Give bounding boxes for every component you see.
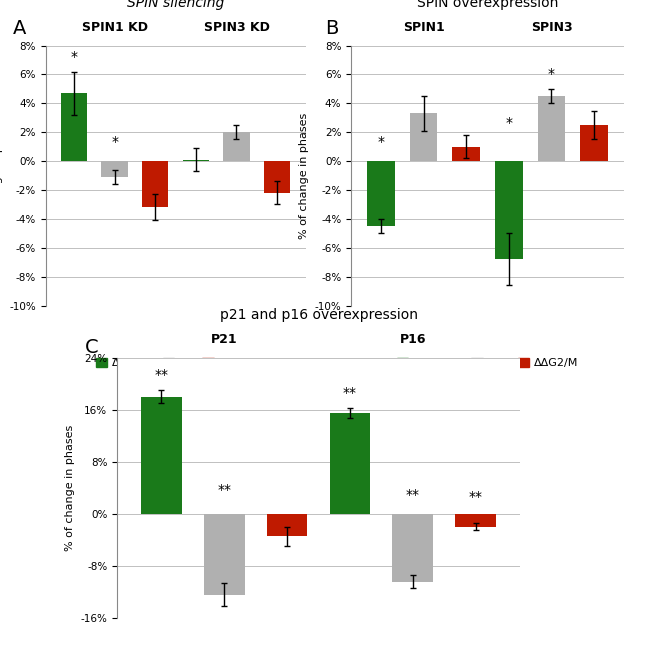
Title: p21 and p16 overexpression: p21 and p16 overexpression	[220, 307, 417, 322]
Text: **: **	[343, 385, 357, 400]
Bar	[367, 161, 395, 226]
Bar	[266, 514, 307, 536]
Bar	[580, 125, 608, 161]
Bar	[452, 147, 480, 161]
Text: SPIN3 KD: SPIN3 KD	[203, 21, 269, 34]
Bar	[410, 113, 437, 161]
Bar	[538, 96, 566, 161]
Legend: ΔG0/G1, ΔS, ΔG2/M: ΔG0/G1, ΔS, ΔG2/M	[92, 354, 259, 372]
Text: *: *	[378, 135, 384, 149]
Bar	[264, 161, 291, 193]
Bar	[495, 161, 523, 259]
Text: *: *	[505, 116, 512, 130]
Bar	[456, 514, 497, 526]
Bar	[140, 396, 181, 514]
Text: *: *	[70, 49, 77, 64]
Text: B: B	[325, 20, 339, 38]
Text: SPIN3: SPIN3	[530, 21, 572, 34]
Text: **: **	[469, 490, 483, 504]
Text: **: **	[217, 482, 231, 497]
Text: P21: P21	[211, 333, 237, 346]
Text: **: **	[406, 488, 420, 502]
Text: C: C	[84, 338, 98, 357]
Y-axis label: % of change in phases: % of change in phases	[0, 112, 3, 239]
Y-axis label: % of change in phases: % of change in phases	[65, 424, 75, 551]
Bar	[101, 161, 128, 177]
Bar	[203, 514, 244, 595]
Text: *: *	[548, 67, 555, 81]
Text: *: *	[111, 135, 118, 149]
Text: A: A	[13, 20, 27, 38]
Bar	[393, 514, 434, 582]
Text: **: **	[154, 368, 168, 382]
Legend: ΔΔG0/G1, ΔΔS, ΔΔG2/M: ΔΔG0/G1, ΔΔS, ΔΔG2/M	[393, 354, 582, 372]
Text: SPIN1: SPIN1	[402, 21, 445, 34]
Text: SPIN1 KD: SPIN1 KD	[81, 21, 148, 34]
Bar	[223, 132, 250, 161]
Title: SPIN overexpression: SPIN overexpression	[417, 0, 558, 10]
Bar	[330, 413, 370, 514]
Y-axis label: % of change in phases: % of change in phases	[299, 112, 309, 239]
Text: P16: P16	[400, 333, 426, 346]
Title: SPIN silencing: SPIN silencing	[127, 0, 224, 10]
Bar	[142, 161, 168, 207]
Bar	[183, 160, 209, 161]
Bar	[60, 93, 87, 161]
